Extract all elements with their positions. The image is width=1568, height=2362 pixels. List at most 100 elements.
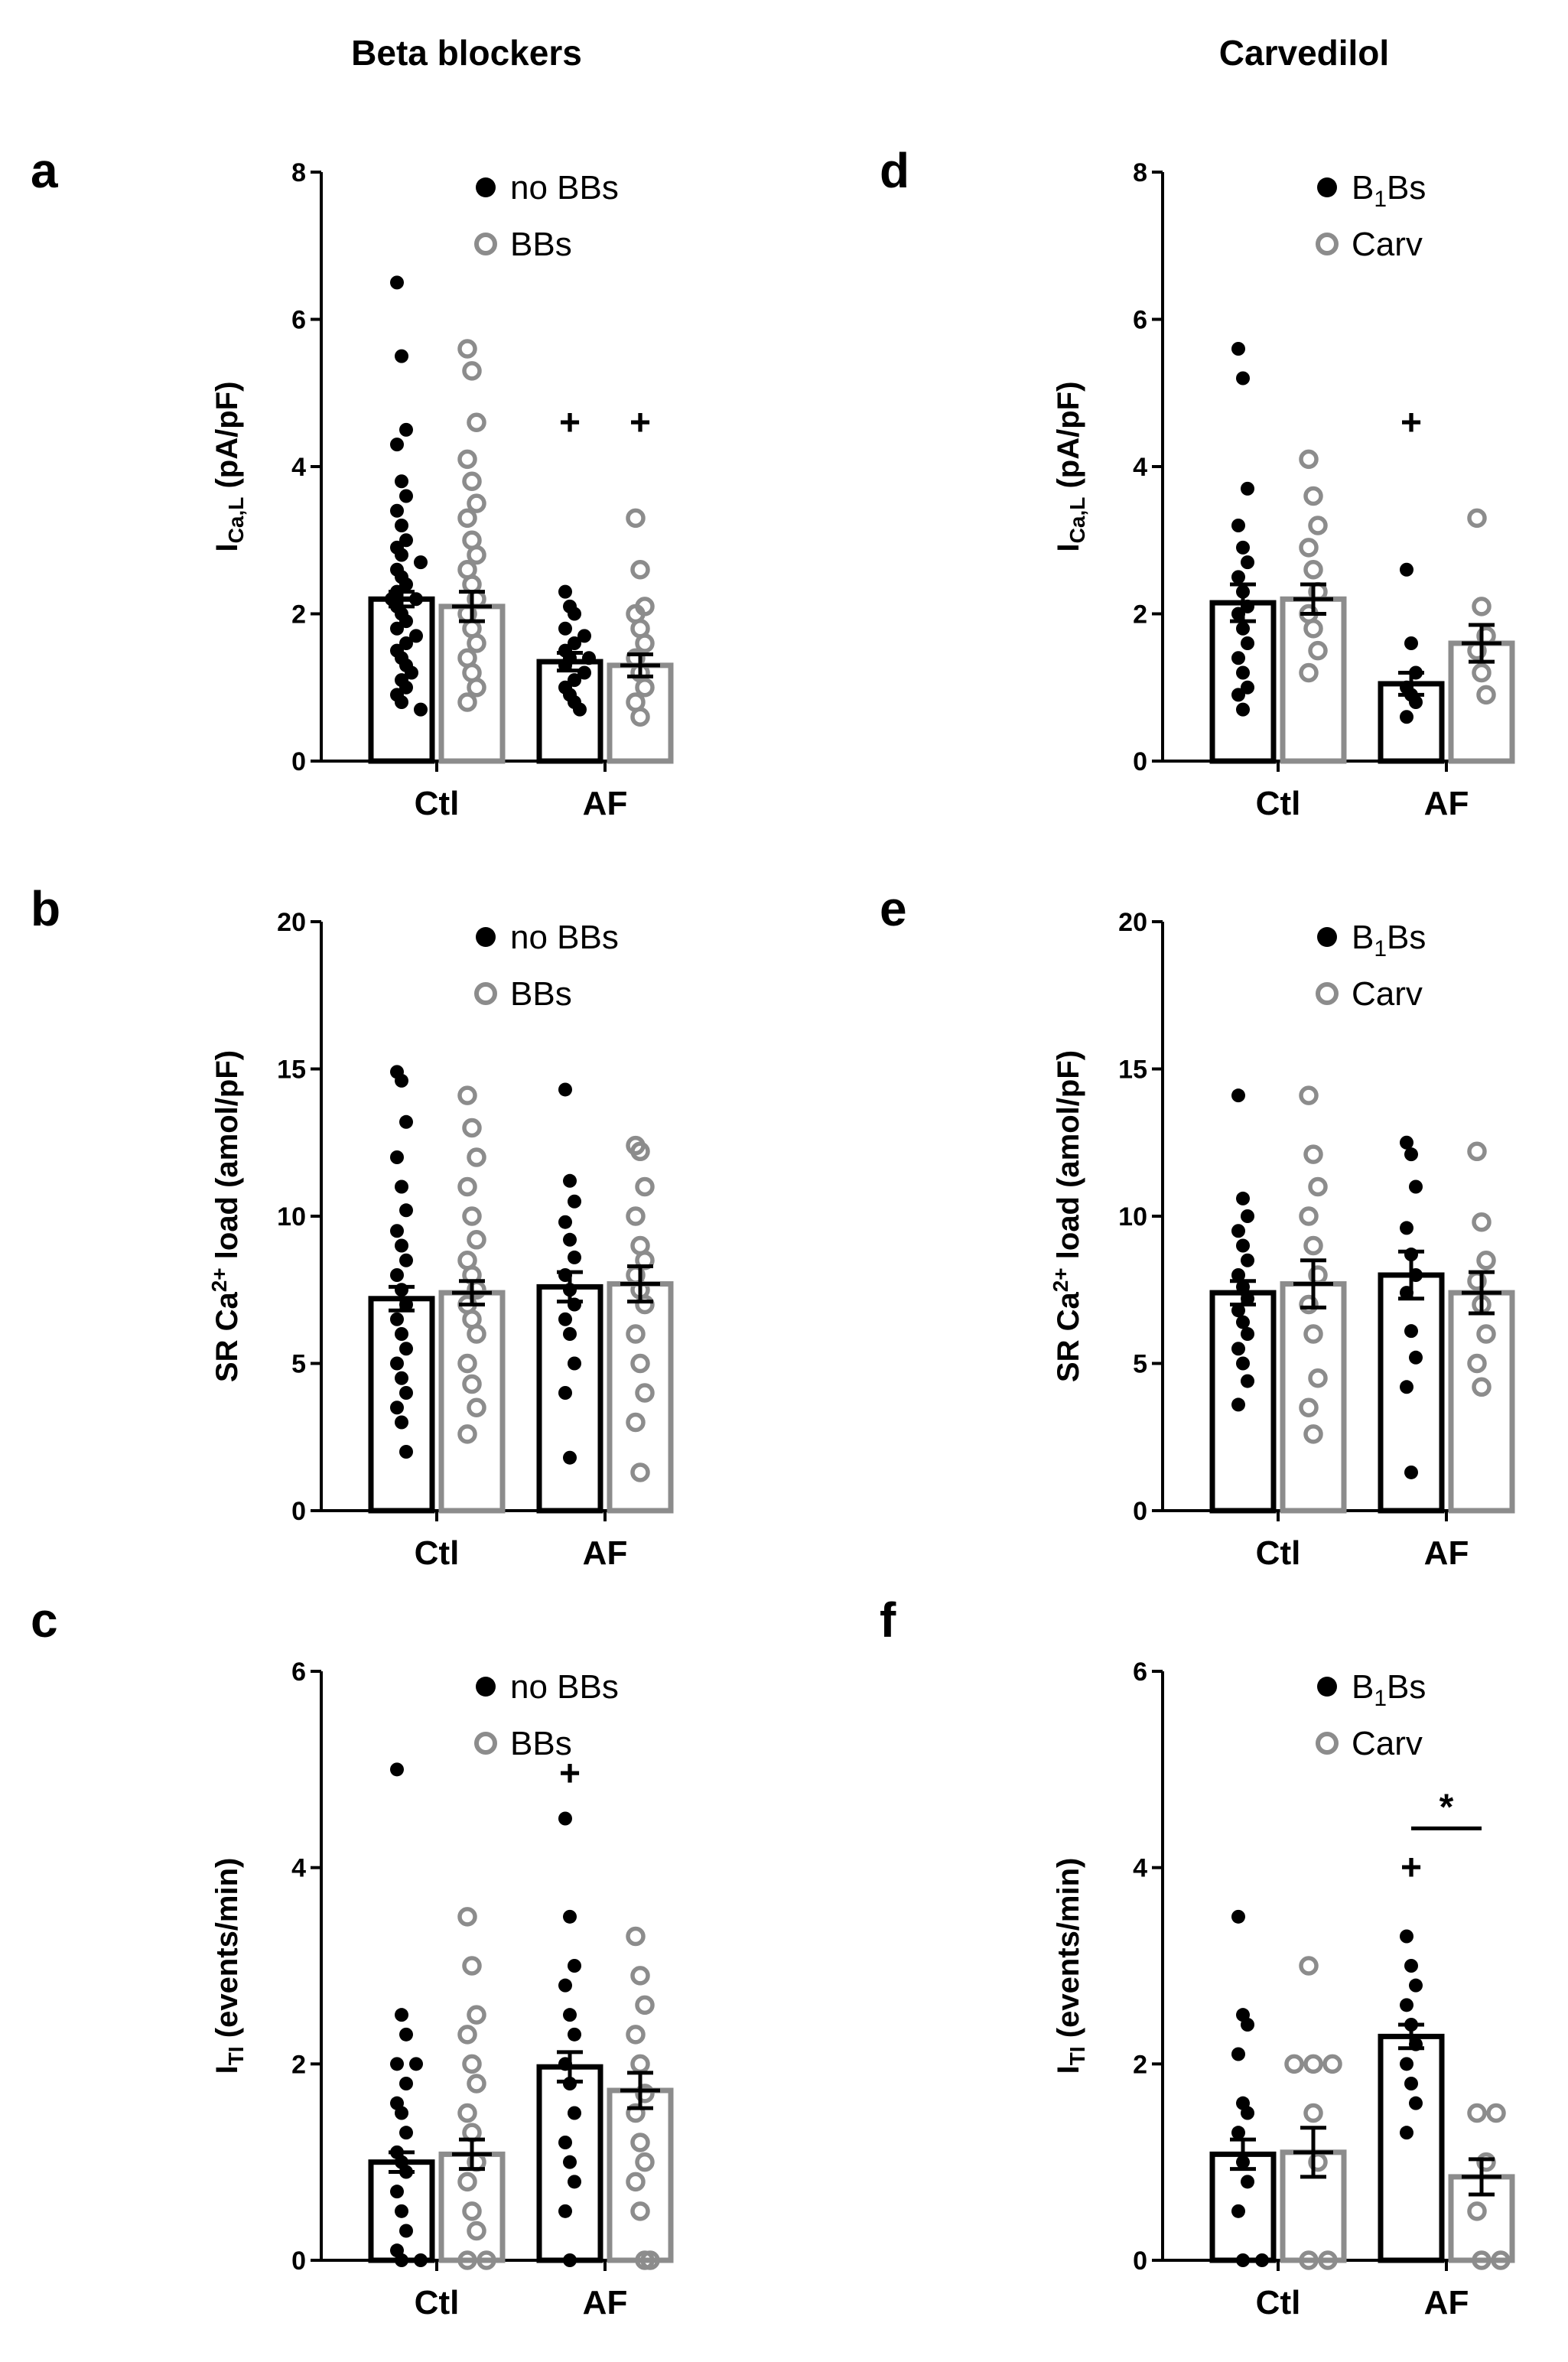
data-point: [1400, 2057, 1413, 2071]
x-category-label: AF: [583, 1534, 628, 1572]
data-point: [1303, 2103, 1323, 2123]
data-point: [568, 2106, 581, 2120]
data-point: [399, 1203, 413, 1218]
data-point: [390, 1356, 404, 1371]
data-point: [573, 702, 587, 717]
data-point: [1404, 1959, 1418, 1973]
data-point: [1231, 1268, 1245, 1282]
data-point: [457, 2172, 477, 2192]
y-tick-label: 2: [1133, 600, 1147, 630]
legend-marker-open: [1316, 1732, 1339, 1755]
data-point: [1303, 1424, 1323, 1444]
x-category-label: Ctl: [1256, 1534, 1301, 1572]
data-point: [1236, 1315, 1250, 1329]
data-point: [558, 2136, 572, 2149]
panel-c-chart: 0 2 4 6 ITI (events/min) Ctl AF + no BBs BBs: [210, 1658, 674, 2321]
bar-carv-ctl: [1280, 1281, 1347, 1514]
data-point: [1241, 1327, 1254, 1341]
data-point: [390, 438, 404, 452]
data-point: [1308, 1368, 1328, 1388]
data-point: [399, 2224, 413, 2238]
data-point: [395, 519, 408, 532]
legend-label: Carv: [1352, 1725, 1423, 1762]
significance-plus: +: [629, 402, 651, 443]
panel-f-chart: 0 2 4 6 ITI (events/min) Ctl AF + * B1Bs Carv: [1052, 1658, 1515, 2321]
data-point: [467, 545, 486, 565]
y-tick-label: 4: [1133, 1854, 1147, 1883]
data-point: [467, 678, 486, 698]
data-point: [626, 508, 646, 529]
y-tick-label: 6: [1133, 306, 1147, 335]
legend-label: no BBs: [510, 919, 619, 956]
data-point: [457, 508, 477, 529]
legend-marker-filled: [476, 927, 496, 947]
y-axis-label: ITI (events/min): [1052, 1858, 1089, 2074]
data-point: [399, 1445, 413, 1459]
y-tick-label: 4: [291, 1854, 306, 1883]
data-point: [1236, 1191, 1250, 1205]
data-point: [1236, 540, 1250, 555]
data-point: [1308, 2152, 1328, 2172]
data-point: [405, 665, 418, 680]
data-point: [390, 1312, 404, 1326]
data-point: [1236, 1356, 1250, 1371]
data-point: [568, 673, 581, 688]
x-category-label: Ctl: [415, 2284, 460, 2321]
data-point: [558, 2204, 572, 2218]
data-point: [1400, 1929, 1413, 1944]
legend-label: B1Bs: [1352, 1668, 1426, 1711]
data-point: [1400, 1380, 1413, 1394]
data-point: [630, 1966, 650, 1986]
y-tick-label: 20: [277, 908, 306, 937]
data-point: [1299, 2250, 1319, 2270]
data-point: [1486, 2103, 1506, 2123]
data-point: [462, 1374, 482, 1394]
data-point: [1299, 662, 1319, 683]
data-point: [390, 1150, 404, 1164]
data-point: [1299, 449, 1319, 470]
data-point: [1476, 2152, 1496, 2172]
y-tick-label: 0: [1133, 747, 1147, 776]
data-point: [568, 2027, 581, 2042]
data-point: [1236, 2253, 1250, 2267]
data-point: [1231, 2204, 1245, 2218]
data-point: [390, 2185, 404, 2199]
data-point: [1322, 2054, 1342, 2074]
data-point: [563, 1173, 577, 1188]
legend-label: Carv: [1352, 975, 1423, 1013]
data-point: [390, 1401, 404, 1415]
y-tick-label: 0: [291, 1497, 306, 1526]
data-point: [462, 2201, 482, 2221]
x-category-label: AF: [1424, 1534, 1469, 1572]
data-point: [563, 1327, 577, 1341]
data-point: [395, 548, 408, 562]
legend-label: BBs: [510, 226, 572, 263]
data-point: [467, 633, 486, 653]
x-category-label: Ctl: [415, 1534, 460, 1572]
data-point: [1409, 2096, 1423, 2110]
data-point: [395, 474, 408, 489]
legend-marker-filled: [1317, 1677, 1337, 1697]
data-point: [568, 1250, 581, 1264]
y-tick-label: 6: [291, 306, 306, 335]
data-point: [462, 471, 482, 491]
data-point: [477, 2250, 496, 2270]
data-point: [1299, 1085, 1319, 1105]
data-point: [457, 2103, 477, 2123]
data-point: [399, 2126, 413, 2140]
data-point: [399, 1386, 413, 1400]
panel-b-chart: 0 5 10 15 20 SR Ca2+ load (amol/pF) Ctl AF no BB…: [207, 908, 674, 1572]
data-point: [467, 2074, 486, 2094]
data-point: [1231, 1397, 1245, 1412]
data-point: [1409, 1978, 1423, 1993]
y-tick-label: 0: [291, 747, 306, 776]
data-point: [395, 1327, 408, 1341]
data-point: [462, 1206, 482, 1226]
data-point: [1241, 2106, 1254, 2120]
panel-d-chart: 0 2 4 6 8 ICa,L (pA/pF) Ctl AF + B1Bs Carv: [1052, 158, 1515, 822]
data-point: [1467, 2201, 1487, 2221]
y-tick-label: 8: [1133, 158, 1147, 187]
data-point: [568, 1959, 581, 1973]
y-tick-label: 5: [1133, 1350, 1147, 1379]
y-tick-label: 10: [1118, 1202, 1147, 1231]
